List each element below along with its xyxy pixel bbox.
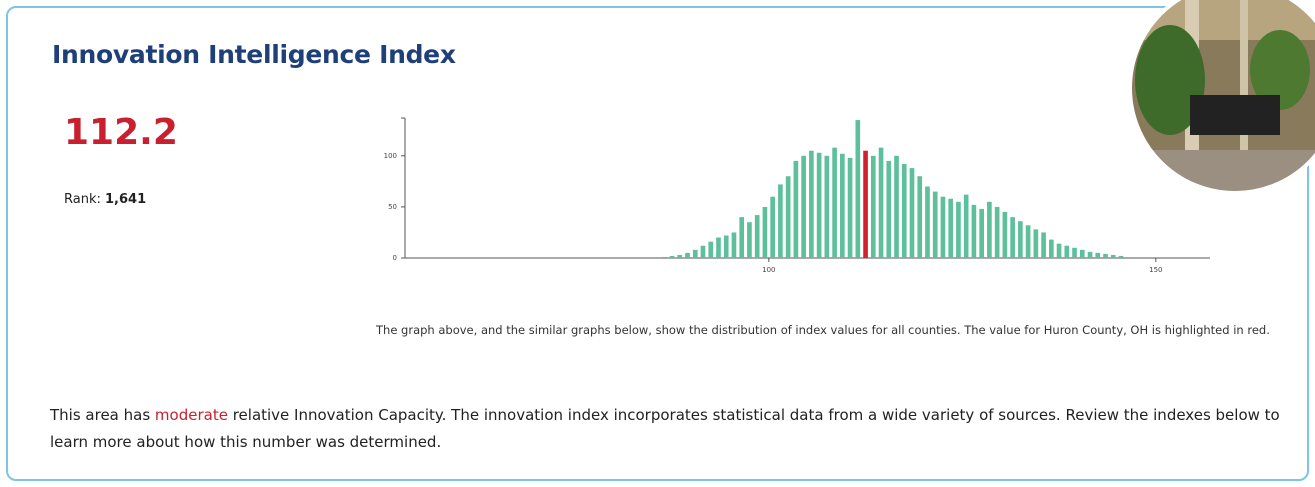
bar <box>723 235 729 258</box>
y-tick-label: 50 <box>388 203 397 211</box>
index-score: 112.2 <box>64 112 178 153</box>
bar <box>1087 251 1093 258</box>
bar <box>770 196 775 258</box>
bar <box>832 147 837 258</box>
bar <box>932 191 938 258</box>
bar <box>909 168 915 258</box>
bar <box>870 155 876 258</box>
bar <box>1010 217 1015 258</box>
bar <box>824 155 830 258</box>
rank-label: Rank: <box>64 192 101 207</box>
y-tick-label: 100 <box>384 152 397 160</box>
index-card: Innovation Intelligence Index 112.2 Rank… <box>6 6 1309 481</box>
bar <box>1079 249 1085 258</box>
x-tick-label: 100 <box>762 266 775 274</box>
bar <box>708 241 714 258</box>
rank-value: 1,641 <box>105 192 147 207</box>
bar <box>716 237 721 258</box>
bar <box>963 194 969 258</box>
card-title: Innovation Intelligence Index <box>52 40 456 69</box>
bar <box>1033 229 1039 258</box>
bar <box>801 155 806 258</box>
bar <box>1118 255 1124 258</box>
bar <box>1103 253 1108 258</box>
bar <box>901 163 907 258</box>
y-tick-label: 0 <box>393 254 397 262</box>
bar <box>971 204 977 258</box>
bar <box>1041 232 1046 258</box>
bar <box>661 256 667 258</box>
bar <box>793 160 799 258</box>
bar <box>816 152 822 258</box>
bar <box>925 186 930 258</box>
rank: Rank: 1,641 <box>64 192 146 207</box>
bar <box>1056 243 1062 258</box>
bar <box>731 232 737 258</box>
bar <box>1002 212 1008 258</box>
bar <box>855 120 861 258</box>
bar <box>685 252 690 258</box>
bar <box>948 198 954 258</box>
bar <box>700 245 706 258</box>
description: This area has moderate relative Innovati… <box>50 402 1280 456</box>
bar <box>987 201 992 258</box>
description-text: This area has <box>50 406 155 424</box>
bar <box>1110 254 1116 258</box>
bar <box>956 201 961 258</box>
bar <box>1049 239 1054 258</box>
bar <box>917 176 923 258</box>
bar <box>1025 225 1031 258</box>
bar <box>809 150 814 258</box>
photo-frame <box>1128 0 1315 195</box>
bar <box>778 184 783 258</box>
bar <box>1095 252 1101 258</box>
bar <box>677 254 683 258</box>
bar <box>979 208 984 258</box>
bar <box>886 160 892 258</box>
chart-caption: The graph above, and the similar graphs … <box>376 323 1270 337</box>
x-tick-label: 150 <box>1149 266 1162 274</box>
bar <box>692 249 698 258</box>
description-text: relative Innovation Capacity. The innova… <box>50 406 1280 451</box>
bar <box>739 217 745 258</box>
capacity-level: moderate <box>154 406 228 424</box>
histogram: 0 50 100 100 150 <box>384 0 1315 274</box>
bar <box>669 255 675 258</box>
bar <box>940 196 946 258</box>
bar <box>878 147 884 258</box>
bar <box>747 222 752 258</box>
bar <box>1064 245 1070 258</box>
bar <box>762 206 768 258</box>
bar <box>994 206 1000 258</box>
bar <box>894 155 899 258</box>
bar <box>1072 247 1077 258</box>
highlighted-bar <box>863 150 868 258</box>
bar <box>847 157 853 258</box>
bar <box>840 153 845 258</box>
bar <box>754 215 760 258</box>
bar <box>785 176 791 258</box>
bar <box>1018 221 1023 258</box>
